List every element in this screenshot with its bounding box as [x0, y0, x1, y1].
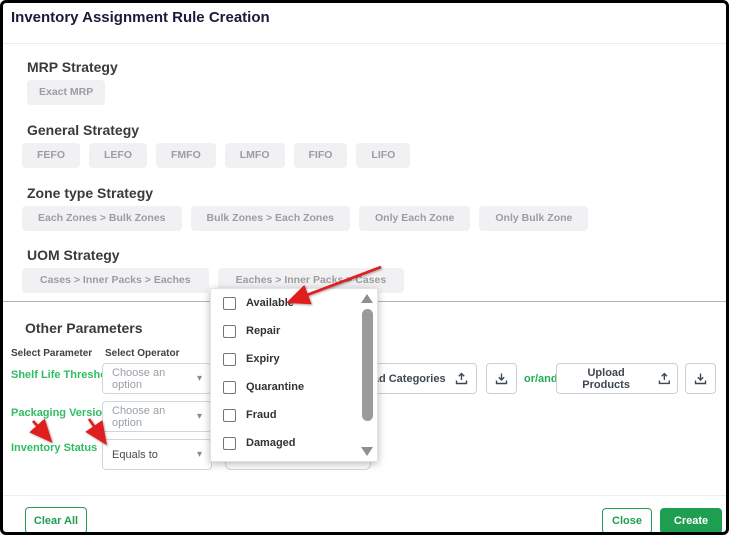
- checkbox-icon[interactable]: [223, 296, 236, 310]
- select-parameter-column-label: Select Parameter: [11, 348, 93, 359]
- param-label-shelf-life-threshold: Shelf Life Threshold: [11, 369, 117, 381]
- scroll-up-icon[interactable]: [361, 294, 373, 303]
- inventory-status-options: Available Repair Expiry Quarantine: [211, 289, 359, 457]
- scroll-down-icon[interactable]: [361, 447, 373, 456]
- dropdown-option[interactable]: Available: [211, 289, 359, 317]
- operator-select-packaging-version-value: Choose an option: [112, 404, 166, 429]
- checkbox-icon[interactable]: [223, 352, 236, 366]
- upload-products-button[interactable]: Upload Products: [556, 363, 678, 394]
- other-parameters-heading: Other Parameters: [25, 320, 143, 336]
- download-icon: [495, 373, 508, 385]
- download-icon: [694, 373, 707, 385]
- zone-strategy-chip[interactable]: Only Bulk Zone: [479, 206, 589, 231]
- chevron-down-icon: [197, 450, 202, 460]
- scrollbar-thumb[interactable]: [361, 309, 373, 421]
- operator-select-inventory-status-value: Equals to: [112, 448, 158, 461]
- upload-icon: [659, 372, 671, 385]
- download-categories-button[interactable]: [486, 363, 517, 394]
- download-products-button[interactable]: [685, 363, 716, 394]
- general-strategy-chip[interactable]: LIFO: [356, 143, 411, 168]
- dropdown-option[interactable]: Quarantine: [211, 373, 359, 401]
- param-label-inventory-status: Inventory Status: [11, 442, 98, 454]
- title-divider: [3, 43, 726, 44]
- uom-strategy-chip[interactable]: Cases > Inner Packs > Eaches: [22, 268, 209, 293]
- operator-select-packaging-version[interactable]: Choose an option: [102, 401, 212, 432]
- mrp-strategy-chips: Exact MRP: [27, 80, 106, 105]
- uom-strategy-heading: UOM Strategy: [27, 247, 120, 263]
- mrp-strategy-chip[interactable]: Exact MRP: [27, 80, 106, 105]
- dropdown-option[interactable]: Damaged: [211, 429, 359, 457]
- arrow-to-inventory-status: [29, 418, 53, 443]
- dropdown-option[interactable]: Fraud: [211, 401, 359, 429]
- or-and-label: or/and: [524, 373, 558, 385]
- dropdown-option-label: Fraud: [246, 409, 277, 421]
- checkbox-icon[interactable]: [223, 436, 236, 450]
- param-label-packaging-version: Packaging Version: [11, 407, 109, 419]
- checkbox-icon[interactable]: [223, 380, 236, 394]
- checkbox-icon[interactable]: [223, 324, 236, 338]
- inventory-status-dropdown: Available Repair Expiry Quarantine: [210, 288, 378, 462]
- dropdown-option[interactable]: Expiry: [211, 345, 359, 373]
- dropdown-option-label: Available: [246, 297, 294, 309]
- general-strategy-chip[interactable]: FIFO: [293, 143, 348, 168]
- dropdown-scrollbar[interactable]: [360, 292, 374, 458]
- zone-strategy-heading: Zone type Strategy: [27, 185, 154, 201]
- general-strategy-chip[interactable]: FEFO: [22, 143, 80, 168]
- upload-icon: [455, 372, 467, 385]
- upload-products-label: Upload Products: [582, 366, 630, 391]
- zone-strategy-chip[interactable]: Each Zones > Bulk Zones: [22, 206, 182, 231]
- general-strategy-chip[interactable]: LMFO: [224, 143, 285, 168]
- zone-strategy-chip[interactable]: Bulk Zones > Each Zones: [190, 206, 350, 231]
- general-strategy-heading: General Strategy: [27, 122, 140, 138]
- mrp-strategy-heading: MRP Strategy: [27, 59, 118, 75]
- zone-strategy-chips: Each Zones > Bulk Zones Bulk Zones > Each…: [22, 206, 589, 231]
- chevron-down-icon: [197, 374, 202, 384]
- operator-select-shelf-life[interactable]: Choose an option: [102, 363, 212, 394]
- operator-select-inventory-status[interactable]: Equals to: [102, 439, 212, 470]
- select-operator-column-label: Select Operator: [105, 348, 180, 359]
- close-button[interactable]: Close: [602, 508, 652, 532]
- page-title: Inventory Assignment Rule Creation: [11, 9, 270, 26]
- dropdown-option[interactable]: Repair: [211, 317, 359, 345]
- footer-divider: [3, 495, 726, 496]
- general-strategy-chip[interactable]: FMFO: [156, 143, 216, 168]
- create-button[interactable]: Create: [660, 508, 722, 532]
- dropdown-option-label: Expiry: [246, 353, 280, 365]
- operator-select-shelf-life-value: Choose an option: [112, 366, 166, 391]
- general-strategy-chip[interactable]: LEFO: [89, 143, 147, 168]
- dropdown-option-label: Damaged: [246, 437, 296, 449]
- clear-all-button[interactable]: Clear All: [25, 507, 87, 532]
- checkbox-icon[interactable]: [223, 408, 236, 422]
- chevron-down-icon: [197, 412, 202, 422]
- zone-strategy-chip[interactable]: Only Each Zone: [359, 206, 471, 231]
- dropdown-option-label: Repair: [246, 325, 281, 337]
- general-strategy-chips: FEFO LEFO FMFO LMFO FIFO LIFO: [22, 143, 411, 168]
- dropdown-option-label: Quarantine: [246, 381, 305, 393]
